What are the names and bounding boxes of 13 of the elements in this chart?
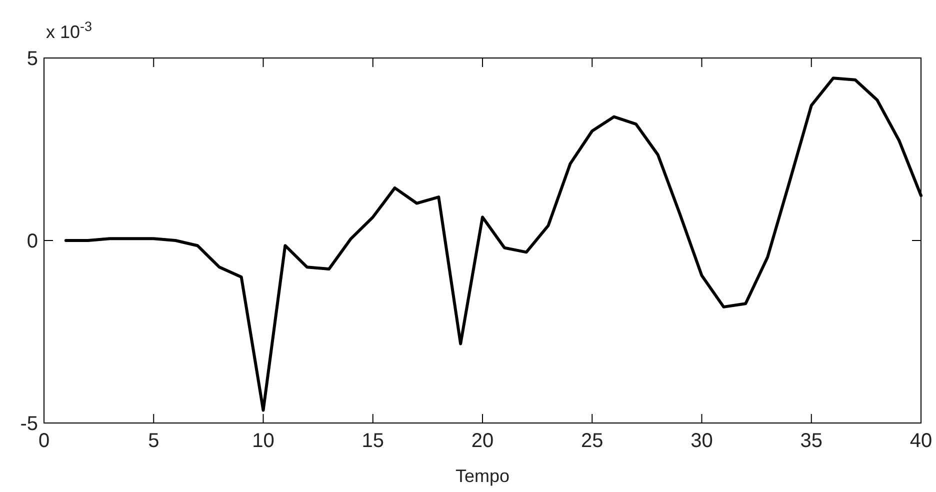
y-tick-label: 0 xyxy=(26,230,38,252)
x-tick-label: 25 xyxy=(581,430,604,452)
x-tick-label: 35 xyxy=(800,430,822,452)
x-axis-title: Tempo xyxy=(455,466,510,486)
x-tick-label: 40 xyxy=(910,430,932,452)
x-tick-label: 15 xyxy=(362,430,384,452)
text: x 10$^{-3}$ xyxy=(46,18,92,42)
x-tick-label: 20 xyxy=(471,430,494,452)
y-tick-label: 5 xyxy=(26,48,38,70)
x-tick-label: 10 xyxy=(252,430,274,452)
x-tick-label: 5 xyxy=(148,430,160,452)
y-tick-label: -5 xyxy=(20,413,38,435)
x-tick-label: 30 xyxy=(690,430,713,452)
